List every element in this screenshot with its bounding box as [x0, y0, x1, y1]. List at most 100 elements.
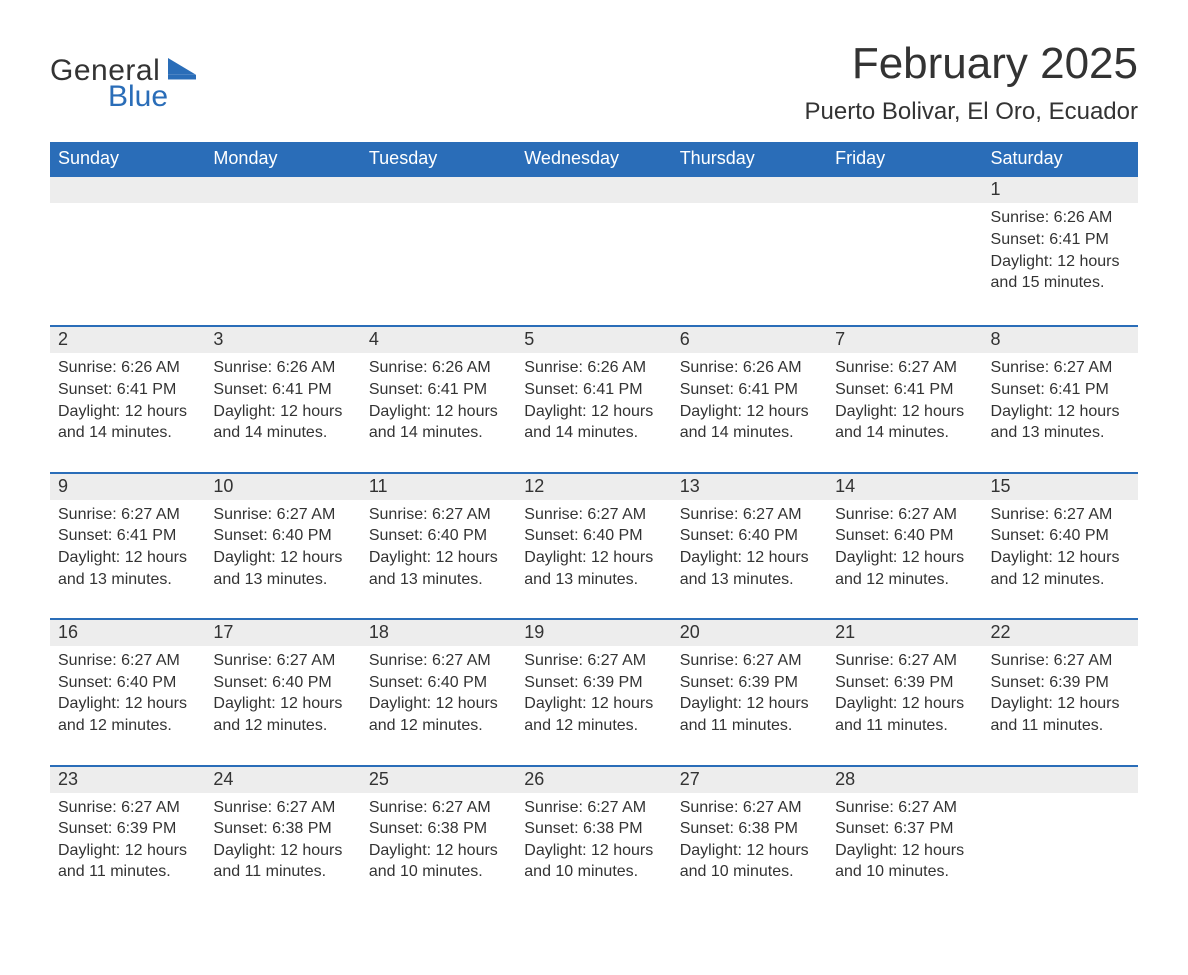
calendar-cell: 15Sunrise: 6:27 AMSunset: 6:40 PMDayligh… — [983, 473, 1138, 619]
calendar-cell: 6Sunrise: 6:26 AMSunset: 6:41 PMDaylight… — [672, 326, 827, 472]
sunrise-text: Sunrise: 6:27 AM — [835, 650, 974, 672]
calendar-cell: 18Sunrise: 6:27 AMSunset: 6:40 PMDayligh… — [361, 619, 516, 765]
day-body: Sunrise: 6:27 AMSunset: 6:39 PMDaylight:… — [516, 646, 671, 764]
day-number: 9 — [50, 474, 205, 500]
calendar-cell: 7Sunrise: 6:27 AMSunset: 6:41 PMDaylight… — [827, 326, 982, 472]
day-number: 26 — [516, 767, 671, 793]
daylight-text: Daylight: 12 hours and 13 minutes. — [213, 547, 352, 590]
day-body — [50, 203, 205, 325]
day-number: 2 — [50, 327, 205, 353]
day-body — [672, 203, 827, 325]
day-header: Thursday — [672, 142, 827, 176]
day-body — [205, 203, 360, 325]
calendar-cell: 9Sunrise: 6:27 AMSunset: 6:41 PMDaylight… — [50, 473, 205, 619]
sunrise-text: Sunrise: 6:27 AM — [524, 650, 663, 672]
calendar-cell: 16Sunrise: 6:27 AMSunset: 6:40 PMDayligh… — [50, 619, 205, 765]
brand-name-part2: Blue — [50, 82, 168, 112]
day-body: Sunrise: 6:27 AMSunset: 6:39 PMDaylight:… — [983, 646, 1138, 764]
calendar-cell: 10Sunrise: 6:27 AMSunset: 6:40 PMDayligh… — [205, 473, 360, 619]
daylight-text: Daylight: 12 hours and 13 minutes. — [369, 547, 508, 590]
day-body: Sunrise: 6:26 AMSunset: 6:41 PMDaylight:… — [672, 353, 827, 471]
calendar-week: 16Sunrise: 6:27 AMSunset: 6:40 PMDayligh… — [50, 619, 1138, 765]
daylight-text: Daylight: 12 hours and 14 minutes. — [213, 401, 352, 444]
sunset-text: Sunset: 6:41 PM — [835, 379, 974, 401]
sunrise-text: Sunrise: 6:27 AM — [58, 650, 197, 672]
day-body: Sunrise: 6:27 AMSunset: 6:40 PMDaylight:… — [983, 500, 1138, 618]
day-number — [672, 177, 827, 203]
sunrise-text: Sunrise: 6:27 AM — [991, 650, 1130, 672]
calendar-cell: 20Sunrise: 6:27 AMSunset: 6:39 PMDayligh… — [672, 619, 827, 765]
daylight-text: Daylight: 12 hours and 12 minutes. — [213, 693, 352, 736]
day-body — [516, 203, 671, 325]
calendar-week: 1Sunrise: 6:26 AMSunset: 6:41 PMDaylight… — [50, 176, 1138, 326]
sunrise-text: Sunrise: 6:27 AM — [524, 504, 663, 526]
day-number: 12 — [516, 474, 671, 500]
day-number — [516, 177, 671, 203]
sunset-text: Sunset: 6:41 PM — [524, 379, 663, 401]
calendar-cell — [50, 176, 205, 326]
daylight-text: Daylight: 12 hours and 14 minutes. — [835, 401, 974, 444]
day-header: Saturday — [983, 142, 1138, 176]
day-body: Sunrise: 6:27 AMSunset: 6:39 PMDaylight:… — [50, 793, 205, 911]
day-body: Sunrise: 6:26 AMSunset: 6:41 PMDaylight:… — [361, 353, 516, 471]
sunrise-text: Sunrise: 6:27 AM — [680, 650, 819, 672]
sunrise-text: Sunrise: 6:27 AM — [213, 650, 352, 672]
calendar-cell: 19Sunrise: 6:27 AMSunset: 6:39 PMDayligh… — [516, 619, 671, 765]
calendar-cell: 27Sunrise: 6:27 AMSunset: 6:38 PMDayligh… — [672, 766, 827, 915]
day-number: 23 — [50, 767, 205, 793]
day-body: Sunrise: 6:26 AMSunset: 6:41 PMDaylight:… — [983, 203, 1138, 321]
day-number: 1 — [983, 177, 1138, 203]
sunset-text: Sunset: 6:39 PM — [680, 672, 819, 694]
sunset-text: Sunset: 6:40 PM — [524, 525, 663, 547]
daylight-text: Daylight: 12 hours and 12 minutes. — [524, 693, 663, 736]
day-body: Sunrise: 6:27 AMSunset: 6:41 PMDaylight:… — [50, 500, 205, 618]
sunrise-text: Sunrise: 6:27 AM — [680, 797, 819, 819]
header: General Blue February 2025 Puerto Boliva… — [50, 40, 1138, 126]
sunrise-text: Sunrise: 6:27 AM — [991, 357, 1130, 379]
day-number: 25 — [361, 767, 516, 793]
calendar-cell: 8Sunrise: 6:27 AMSunset: 6:41 PMDaylight… — [983, 326, 1138, 472]
daylight-text: Daylight: 12 hours and 14 minutes. — [680, 401, 819, 444]
sunset-text: Sunset: 6:41 PM — [369, 379, 508, 401]
day-body: Sunrise: 6:27 AMSunset: 6:39 PMDaylight:… — [672, 646, 827, 764]
day-body: Sunrise: 6:26 AMSunset: 6:41 PMDaylight:… — [516, 353, 671, 471]
sunset-text: Sunset: 6:38 PM — [680, 818, 819, 840]
day-body: Sunrise: 6:27 AMSunset: 6:38 PMDaylight:… — [361, 793, 516, 911]
sunset-text: Sunset: 6:39 PM — [991, 672, 1130, 694]
day-number: 5 — [516, 327, 671, 353]
calendar-cell: 2Sunrise: 6:26 AMSunset: 6:41 PMDaylight… — [50, 326, 205, 472]
day-number: 17 — [205, 620, 360, 646]
day-number: 3 — [205, 327, 360, 353]
daylight-text: Daylight: 12 hours and 10 minutes. — [369, 840, 508, 883]
sunrise-text: Sunrise: 6:26 AM — [524, 357, 663, 379]
day-body: Sunrise: 6:27 AMSunset: 6:40 PMDaylight:… — [205, 646, 360, 764]
calendar-cell: 13Sunrise: 6:27 AMSunset: 6:40 PMDayligh… — [672, 473, 827, 619]
brand-text: General Blue — [50, 56, 168, 112]
sunrise-text: Sunrise: 6:27 AM — [369, 504, 508, 526]
sunset-text: Sunset: 6:40 PM — [680, 525, 819, 547]
day-body: Sunrise: 6:27 AMSunset: 6:38 PMDaylight:… — [516, 793, 671, 911]
brand-logo: General Blue — [50, 56, 196, 112]
day-header-row: Sunday Monday Tuesday Wednesday Thursday… — [50, 142, 1138, 176]
day-body: Sunrise: 6:27 AMSunset: 6:40 PMDaylight:… — [516, 500, 671, 618]
daylight-text: Daylight: 12 hours and 12 minutes. — [58, 693, 197, 736]
sunset-text: Sunset: 6:41 PM — [58, 525, 197, 547]
day-number: 4 — [361, 327, 516, 353]
day-number: 27 — [672, 767, 827, 793]
day-header: Tuesday — [361, 142, 516, 176]
sunrise-text: Sunrise: 6:26 AM — [369, 357, 508, 379]
daylight-text: Daylight: 12 hours and 12 minutes. — [835, 547, 974, 590]
brand-flag-icon — [168, 58, 196, 86]
sunset-text: Sunset: 6:38 PM — [524, 818, 663, 840]
sunrise-text: Sunrise: 6:27 AM — [524, 797, 663, 819]
daylight-text: Daylight: 12 hours and 13 minutes. — [991, 401, 1130, 444]
daylight-text: Daylight: 12 hours and 12 minutes. — [369, 693, 508, 736]
sunset-text: Sunset: 6:38 PM — [369, 818, 508, 840]
day-header: Sunday — [50, 142, 205, 176]
day-number: 13 — [672, 474, 827, 500]
day-body: Sunrise: 6:27 AMSunset: 6:40 PMDaylight:… — [361, 500, 516, 618]
sunset-text: Sunset: 6:41 PM — [991, 229, 1130, 251]
day-number — [983, 767, 1138, 793]
day-body: Sunrise: 6:27 AMSunset: 6:40 PMDaylight:… — [361, 646, 516, 764]
sunset-text: Sunset: 6:41 PM — [58, 379, 197, 401]
